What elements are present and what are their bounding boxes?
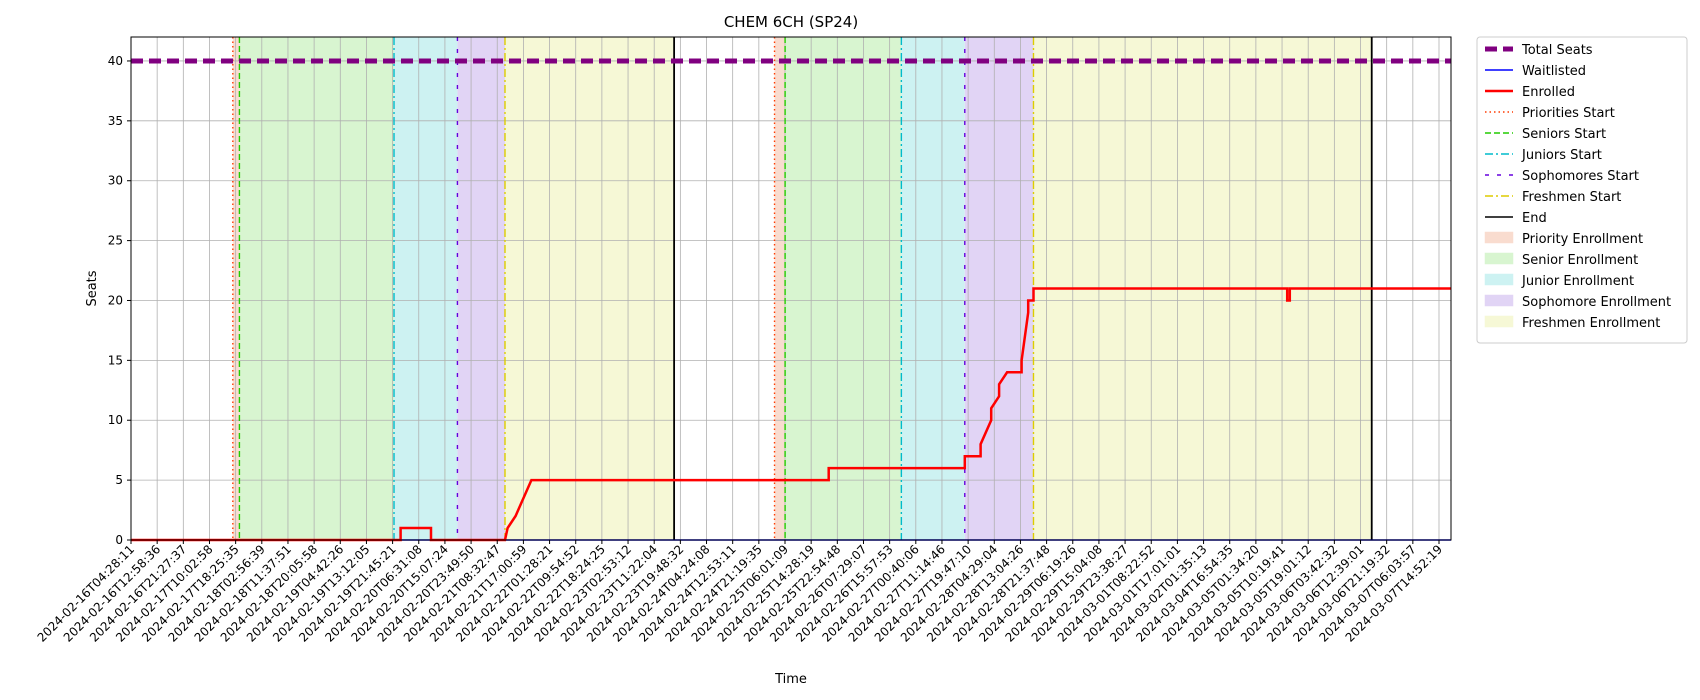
legend-label: Enrolled bbox=[1522, 85, 1575, 100]
phase-band bbox=[785, 37, 902, 540]
legend-swatch bbox=[1484, 252, 1514, 265]
phase-band bbox=[457, 37, 505, 540]
y-tick-label: 40 bbox=[108, 54, 123, 68]
grid-lines bbox=[130, 37, 1451, 541]
legend-label: Juniors Start bbox=[1521, 148, 1602, 163]
phase-band bbox=[394, 37, 458, 540]
y-tick-label: 10 bbox=[108, 413, 123, 427]
legend-label: Sophomores Start bbox=[1522, 169, 1639, 184]
y-tick-label: 25 bbox=[108, 234, 123, 248]
phase-band bbox=[232, 37, 240, 540]
series-enrolled bbox=[131, 287, 1451, 542]
legend-swatch bbox=[1484, 294, 1514, 307]
legend-label: Junior Enrollment bbox=[1521, 274, 1634, 289]
phase-band bbox=[901, 37, 965, 540]
legend-label: Senior Enrollment bbox=[1522, 253, 1638, 268]
legend-label: Seniors Start bbox=[1522, 127, 1606, 142]
y-tick-label: 15 bbox=[108, 353, 123, 367]
x-axis-title: Time bbox=[774, 672, 807, 687]
legend-label: Freshmen Enrollment bbox=[1522, 316, 1660, 331]
phase-band bbox=[504, 37, 675, 540]
legend-label: Priorities Start bbox=[1522, 106, 1615, 121]
legend-label: Freshmen Start bbox=[1522, 190, 1621, 205]
phase-band bbox=[964, 37, 1034, 540]
phase-band bbox=[239, 37, 395, 540]
legend-label: Total Seats bbox=[1521, 43, 1593, 58]
legend-swatch bbox=[1484, 315, 1514, 328]
x-axis: 2024-02-16T04:28:112024-02-16T12:58:3620… bbox=[35, 540, 1445, 645]
legend-label: Priority Enrollment bbox=[1522, 232, 1643, 247]
y-tick-label: 0 bbox=[115, 533, 123, 547]
legend-label: Sophomore Enrollment bbox=[1522, 295, 1671, 310]
chart-title: CHEM 6CH (SP24) bbox=[724, 13, 858, 31]
y-axis-title: Seats bbox=[85, 270, 100, 306]
y-tick-label: 35 bbox=[108, 114, 123, 128]
y-tick-label: 5 bbox=[115, 473, 123, 487]
phase-band bbox=[774, 37, 786, 540]
y-tick-label: 30 bbox=[108, 174, 123, 188]
legend: Total Seats Waitlisted Enrolled Priorities … bbox=[1476, 36, 1688, 344]
plot-frame bbox=[130, 36, 1452, 541]
legend-swatch bbox=[1484, 231, 1514, 244]
legend-label: Waitlisted bbox=[1522, 64, 1586, 79]
y-tick-label: 20 bbox=[108, 293, 123, 307]
y-axis: 0 5 10 15 20 25 30 35 40 bbox=[108, 54, 131, 547]
legend-label: End bbox=[1522, 211, 1547, 226]
legend-box bbox=[1476, 36, 1688, 344]
legend-swatch bbox=[1484, 273, 1514, 286]
